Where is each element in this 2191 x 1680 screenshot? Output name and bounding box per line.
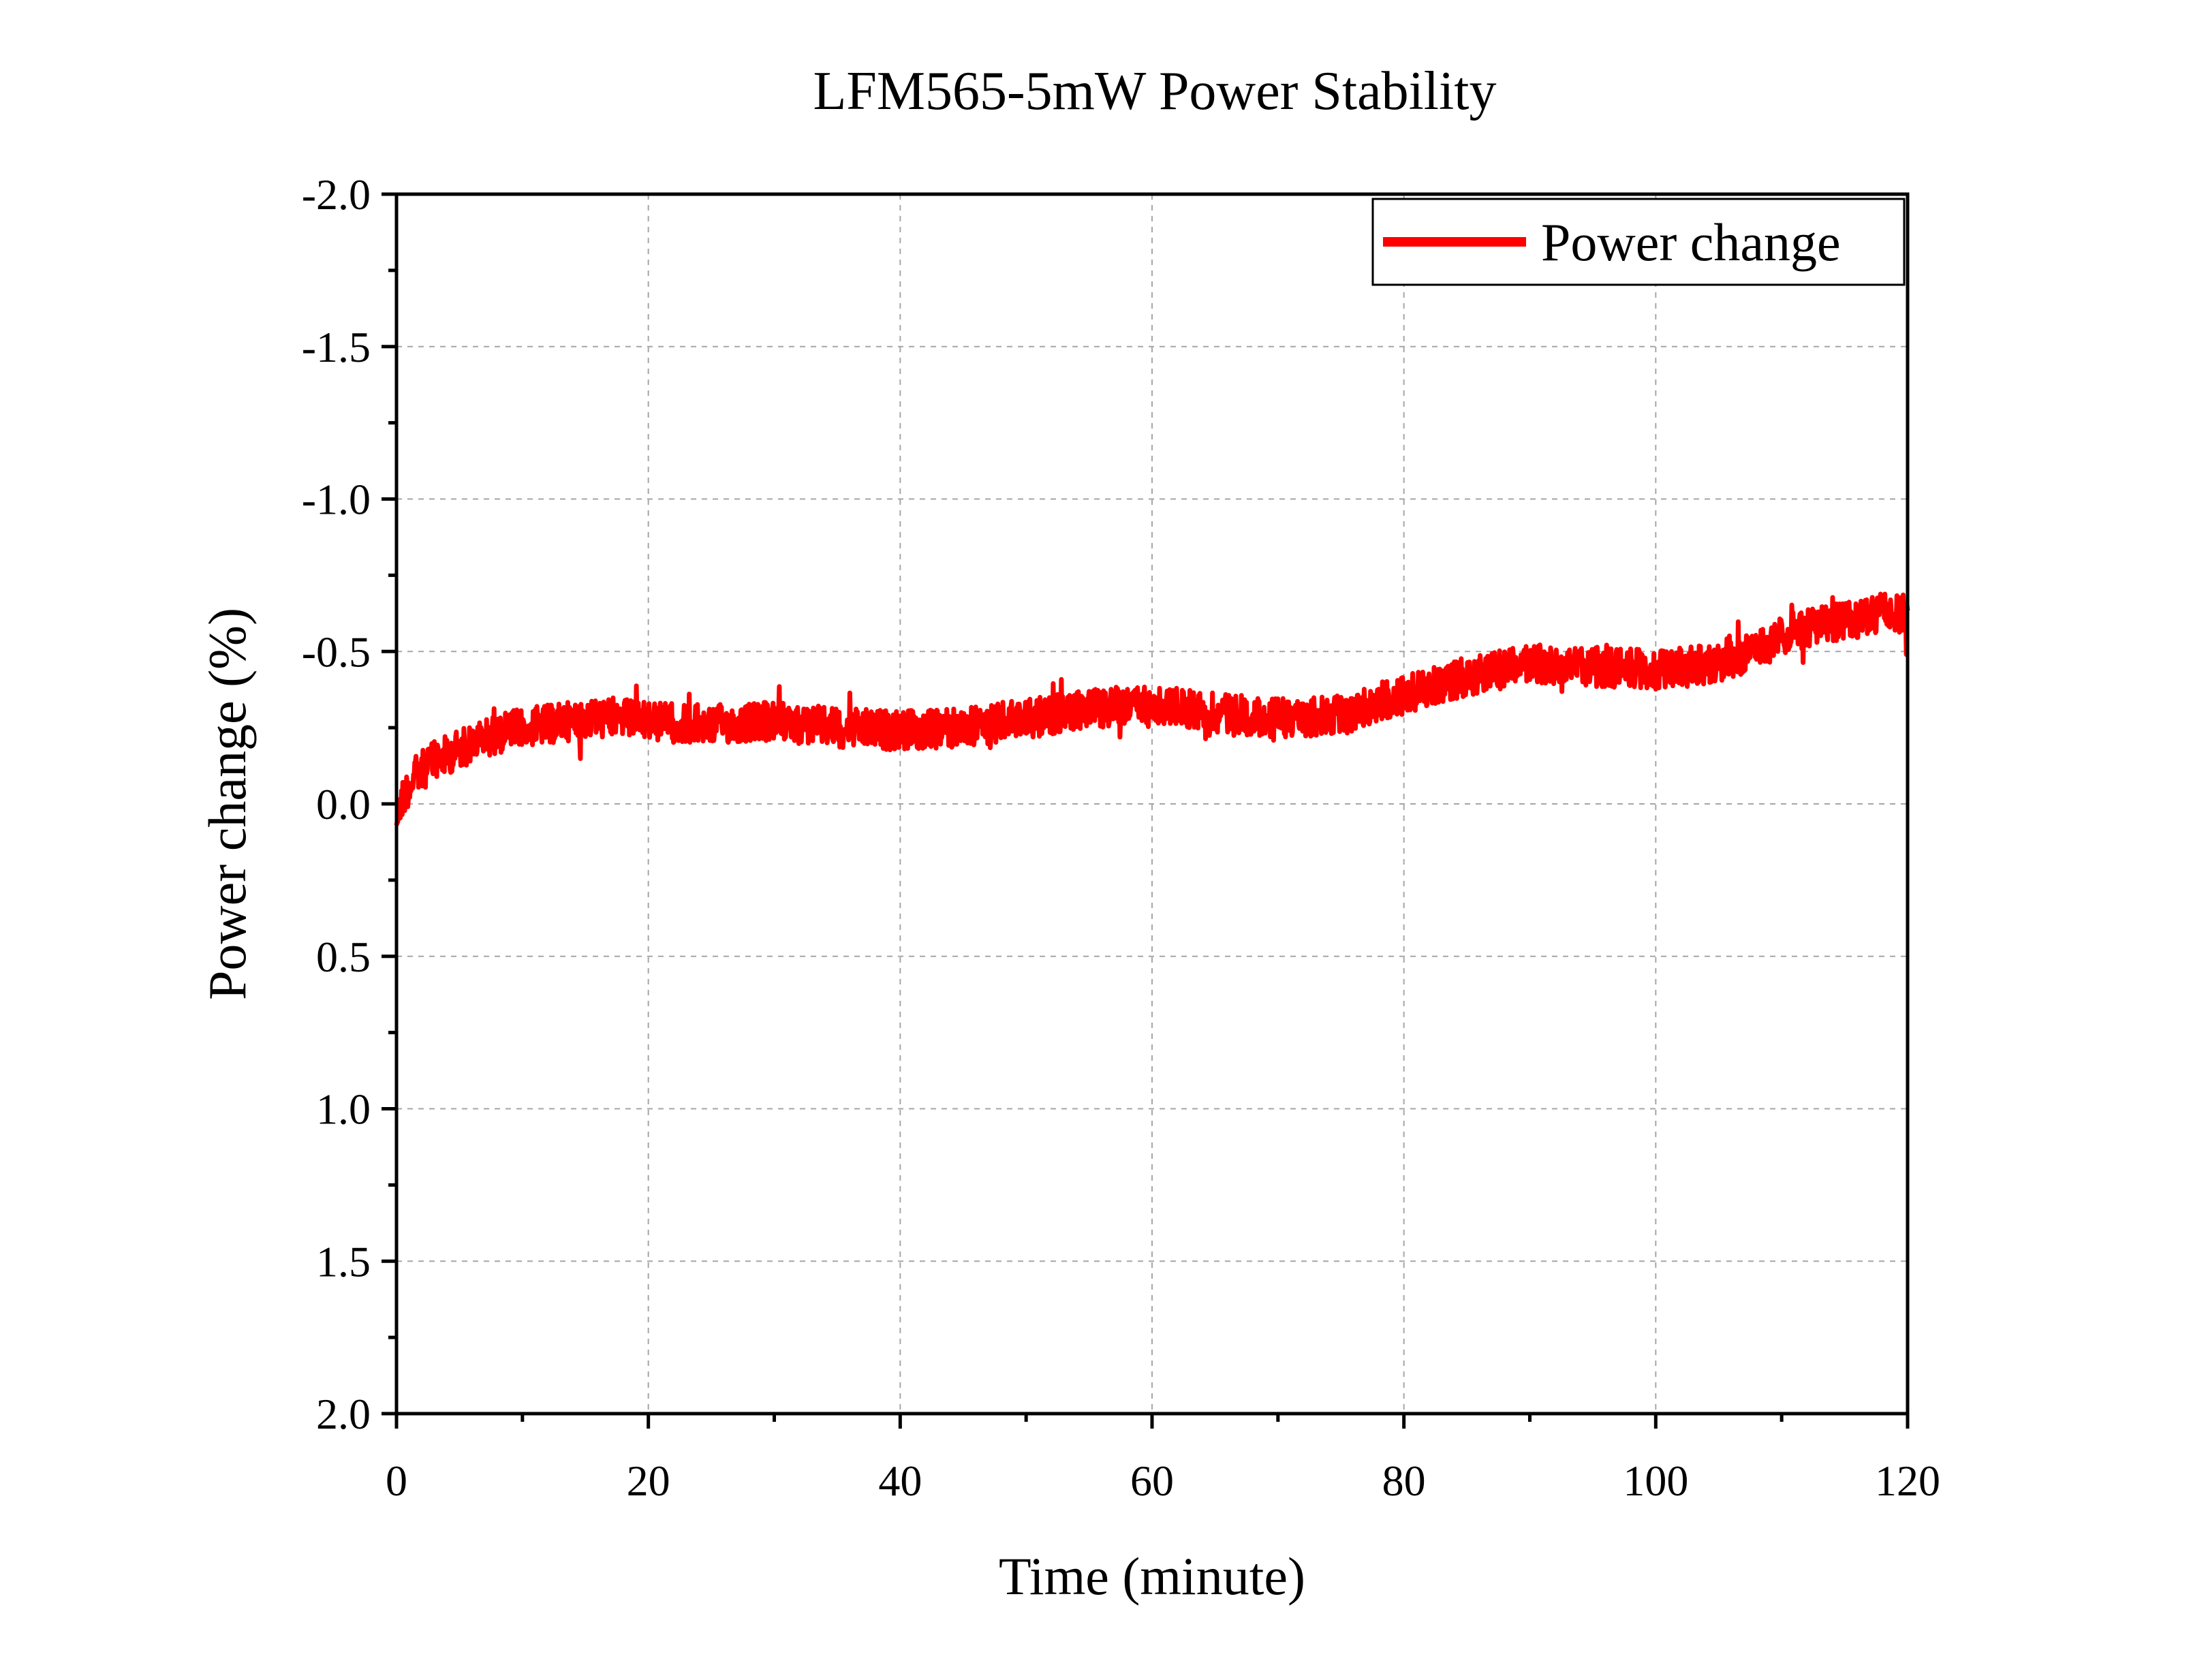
- x-axis-title: Time (minute): [999, 1546, 1305, 1606]
- legend-label-power-change: Power change: [1541, 213, 1841, 272]
- x-tick-label: 60: [1130, 1457, 1174, 1505]
- y-tick-label: 0.0: [316, 780, 371, 828]
- y-tick-label: 0.5: [316, 933, 371, 981]
- x-tick-label: 120: [1875, 1457, 1940, 1505]
- y-tick-label: -1.5: [302, 323, 371, 371]
- legend: Power change: [1371, 198, 1906, 286]
- y-tick-label: -1.0: [302, 476, 371, 524]
- x-tick-label: 40: [878, 1457, 922, 1505]
- x-tick-label: 0: [386, 1457, 407, 1505]
- series-line-power-change: [394, 591, 1910, 826]
- y-tick-label: 1.5: [316, 1237, 371, 1286]
- chart-title: LFM565-5mW Power Stability: [813, 61, 1497, 121]
- series-layer: [394, 591, 1910, 826]
- y-axis-title: Power change (%): [198, 608, 257, 1000]
- y-tick-label: -0.5: [302, 627, 371, 676]
- x-tick-label: 100: [1623, 1457, 1688, 1505]
- x-tick-label: 80: [1382, 1457, 1426, 1505]
- x-tick-label: 20: [627, 1457, 670, 1505]
- y-tick-label: 1.0: [316, 1085, 371, 1134]
- y-tick-label: -2.0: [302, 170, 371, 219]
- y-tick-label: 2.0: [316, 1390, 371, 1438]
- axis-ticks: 0 20 40 60 80 100 120 -2.0 -1.5 -1.0 -0.5 0.0 0.5 1.0…: [302, 170, 1940, 1505]
- grid: [397, 194, 1908, 1414]
